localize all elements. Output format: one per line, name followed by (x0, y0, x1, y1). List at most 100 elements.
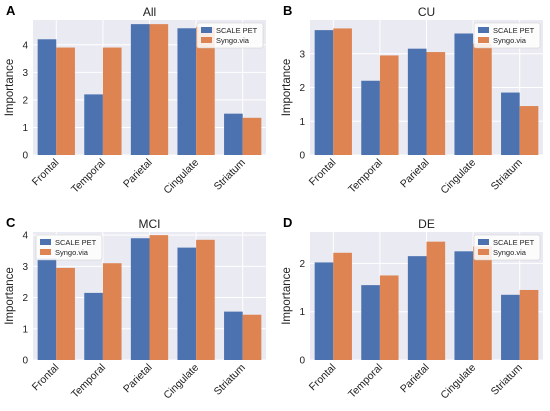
y-axis-label: Importance (4, 267, 16, 325)
legend-swatch (40, 249, 51, 255)
bar-A-cingulate-scale-pet (177, 28, 197, 156)
bar-B-frontal-scale-pet (314, 30, 334, 155)
panel-title: DE (418, 217, 435, 231)
y-tick-label: 2 (22, 95, 28, 106)
bar-A-frontal-scale-pet (37, 39, 57, 155)
panel-title: All (143, 5, 156, 19)
x-tick-label: Frontal (30, 362, 62, 394)
legend-label: SCALE PET (55, 238, 97, 247)
x-tick-label: Striatum (489, 361, 525, 397)
panel-title: MCI (139, 217, 161, 231)
panel-letter: B (283, 3, 292, 18)
legend (473, 22, 541, 49)
legend-label: Syngo.via (493, 36, 527, 45)
y-tick-label: 1 (22, 123, 28, 134)
y-tick-label: 2 (299, 259, 305, 270)
bar-C-cingulate-scale-pet (177, 247, 197, 360)
bar-B-parietal-syngo-via (426, 52, 446, 155)
x-tick-label: Cingulate (438, 362, 478, 402)
bar-B-cingulate-scale-pet (454, 33, 474, 155)
x-tick-label: Temporal (346, 157, 385, 196)
bar-C-striatum-scale-pet (224, 311, 243, 360)
y-axis-label: Importance (281, 267, 293, 325)
bar-D-frontal-scale-pet (314, 262, 334, 360)
x-tick-label: Temporal (69, 362, 108, 401)
bar-B-temporal-scale-pet (361, 80, 380, 155)
legend-swatch (478, 37, 489, 43)
bar-C-temporal-syngo-via (102, 263, 122, 360)
bar-A-parietal-syngo-via (149, 24, 169, 155)
bar-D-parietal-scale-pet (407, 256, 427, 360)
bar-C-temporal-scale-pet (84, 292, 103, 360)
bar-C-parietal-scale-pet (130, 238, 150, 360)
bar-B-cingulate-syngo-via (473, 43, 492, 155)
y-tick-label: 0 (22, 356, 28, 367)
y-tick-label: 3 (22, 262, 28, 273)
legend (196, 22, 264, 49)
y-tick-label: 2 (22, 293, 28, 304)
y-tick-label: 4 (22, 231, 28, 242)
y-axis-label: Importance (4, 59, 16, 117)
bar-B-striatum-syngo-via (519, 106, 539, 155)
bar-C-frontal-scale-pet (37, 258, 57, 360)
y-tick-label: 0 (299, 151, 305, 162)
x-tick-label: Cingulate (161, 362, 201, 402)
bar-D-temporal-syngo-via (379, 275, 399, 360)
y-tick-label: 3 (22, 68, 28, 79)
x-tick-label: Parietal (121, 157, 155, 191)
y-tick-label: 3 (299, 49, 305, 60)
bar-C-cingulate-syngo-via (196, 239, 215, 360)
legend (473, 234, 541, 261)
x-tick-label: Parietal (398, 362, 432, 396)
bar-A-temporal-scale-pet (84, 94, 103, 155)
panel-title: CU (418, 5, 435, 19)
bar-C-parietal-syngo-via (149, 235, 169, 360)
bar-B-frontal-syngo-via (333, 28, 352, 155)
legend-swatch (40, 239, 51, 245)
bar-A-striatum-scale-pet (224, 113, 243, 155)
legend-label: Syngo.via (55, 248, 89, 257)
legend-swatch (478, 239, 489, 245)
x-tick-label: Parietal (398, 157, 432, 191)
legend-swatch (201, 37, 212, 43)
bar-D-temporal-scale-pet (361, 285, 380, 360)
bar-A-frontal-syngo-via (56, 47, 75, 155)
legend-swatch (478, 27, 489, 33)
bar-D-cingulate-scale-pet (454, 251, 474, 360)
bar-D-cingulate-syngo-via (473, 246, 492, 360)
y-tick-label: 0 (22, 151, 28, 162)
legend-label: SCALE PET (493, 26, 535, 35)
bar-A-striatum-syngo-via (242, 117, 262, 155)
legend (35, 234, 103, 261)
bar-A-temporal-syngo-via (102, 47, 122, 155)
panel-letter: D (283, 215, 292, 230)
y-tick-label: 1 (299, 307, 305, 318)
legend-swatch (201, 27, 212, 33)
y-tick-label: 4 (22, 40, 28, 51)
x-tick-label: Frontal (307, 157, 339, 189)
legend-label: SCALE PET (216, 26, 258, 35)
bar-A-cingulate-syngo-via (196, 26, 215, 155)
y-tick-label: 0 (299, 356, 305, 367)
bar-D-striatum-scale-pet (501, 294, 520, 360)
x-tick-label: Temporal (69, 157, 108, 196)
legend-label: Syngo.via (216, 36, 250, 45)
y-axis-label: Importance (281, 59, 293, 117)
legend-label: Syngo.via (493, 248, 527, 257)
bar-D-striatum-syngo-via (519, 289, 539, 360)
panel-letter: C (6, 215, 16, 230)
bar-A-parietal-scale-pet (130, 24, 150, 155)
y-tick-label: 2 (299, 83, 305, 94)
panel-letter: A (6, 3, 16, 18)
bar-D-frontal-syngo-via (333, 252, 352, 360)
bar-C-frontal-syngo-via (56, 267, 75, 360)
x-tick-label: Cingulate (438, 157, 478, 197)
x-tick-label: Frontal (307, 362, 339, 394)
y-tick-label: 1 (22, 324, 28, 335)
bar-B-striatum-scale-pet (501, 92, 520, 155)
x-tick-label: Temporal (346, 362, 385, 401)
x-tick-label: Striatum (489, 156, 525, 192)
x-tick-label: Striatum (212, 156, 248, 192)
x-tick-label: Parietal (121, 362, 155, 396)
